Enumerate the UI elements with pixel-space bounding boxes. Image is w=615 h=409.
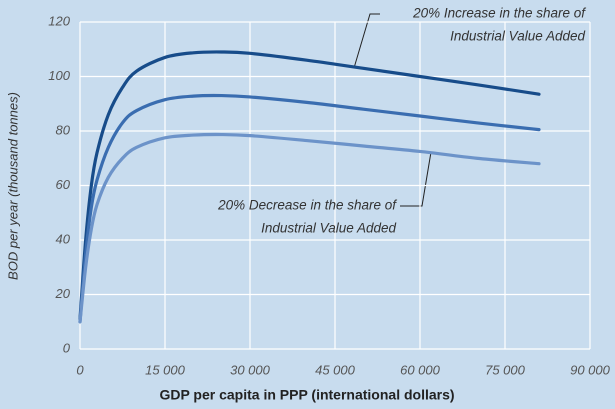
annotation: Industrial Value Added: [450, 29, 585, 44]
y-tick-label: 60: [56, 177, 71, 192]
y-tick-label: 0: [63, 340, 71, 355]
series-line: [78, 50, 541, 321]
y-tick-label: 100: [48, 68, 70, 83]
x-tick-label: 90 000: [570, 362, 611, 377]
annotation: Industrial Value Added: [261, 221, 396, 236]
annotation: 20% Increase in the share of: [412, 6, 586, 21]
x-axis-label: GDP per capita in PPP (international dol…: [159, 387, 454, 403]
annotation: 20% Decrease in the share of: [217, 198, 397, 213]
x-tick-label: 60 000: [400, 362, 441, 377]
x-tick-label: 75 000: [485, 362, 526, 377]
x-tick-label: 15 000: [145, 362, 186, 377]
series-line: [78, 93, 541, 324]
y-axis-label: BOD per year (thousand tonnes): [5, 92, 20, 280]
series-line: [78, 132, 541, 324]
y-tick-label: 40: [56, 231, 71, 246]
x-tick-label: 30 000: [230, 362, 271, 377]
x-tick-label: 0: [76, 362, 84, 377]
y-tick-label: 20: [55, 286, 71, 301]
leader-line: [400, 151, 432, 207]
y-tick-label: 120: [48, 13, 70, 28]
leader-line: [353, 13, 380, 69]
y-tick-label: 80: [56, 122, 71, 137]
x-tick-label: 45 000: [315, 362, 356, 377]
